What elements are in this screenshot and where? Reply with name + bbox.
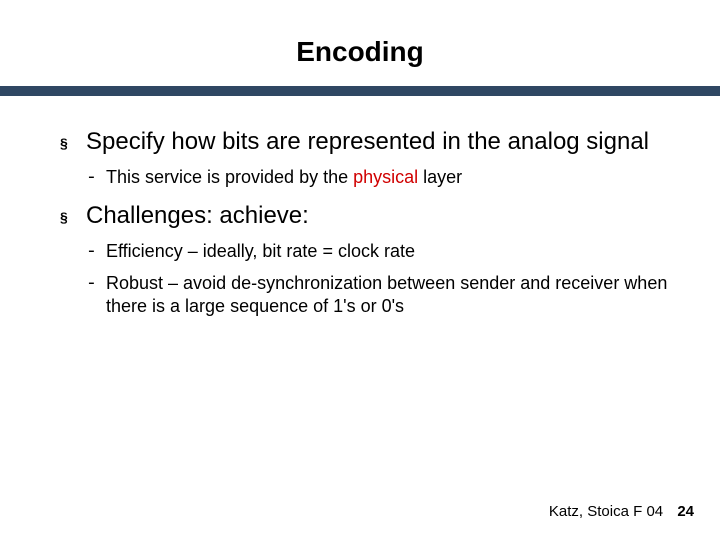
bullet2-marker-icon: - [86,240,106,264]
bullet-level1: § Challenges: achieve: [60,202,670,232]
bullet2-marker-icon: - [86,272,106,296]
bullet1-text: Challenges: achieve: [86,202,309,231]
text-run: layer [418,167,462,187]
bullet2-text: Efficiency – ideally, bit rate = clock r… [106,240,415,263]
bullet-level1: § Specify how bits are represented in th… [60,128,670,158]
slide-footer: Katz, Stoica F 04 24 [549,503,694,520]
text-run: Efficiency – ideally, bit rate = clock r… [106,241,415,261]
footer-credit: Katz, Stoica F 04 [549,503,663,520]
slide-content: § Specify how bits are represented in th… [0,96,720,317]
bullet2-text: Robust – avoid de-synchronization betwee… [106,272,670,317]
bullet2-text: This service is provided by the physical… [106,166,462,189]
text-run-red: physical [353,167,418,187]
bullet-level2: - This service is provided by the physic… [86,166,670,190]
text-run: Robust – avoid de-synchronization betwee… [106,273,667,316]
bullet-level2: - Efficiency – ideally, bit rate = clock… [86,240,670,264]
bullet1-marker-icon: § [60,202,86,232]
bullet1-marker-icon: § [60,128,86,158]
slide-title: Encoding [0,0,720,86]
bullet-level2: - Robust – avoid de-synchronization betw… [86,272,670,317]
text-run: This service is provided by the [106,167,353,187]
slide: Encoding § Specify how bits are represen… [0,0,720,540]
bullet2-marker-icon: - [86,166,106,190]
footer-page-number: 24 [677,503,694,520]
horizontal-rule [0,86,720,96]
bullet1-text: Specify how bits are represented in the … [86,128,649,157]
